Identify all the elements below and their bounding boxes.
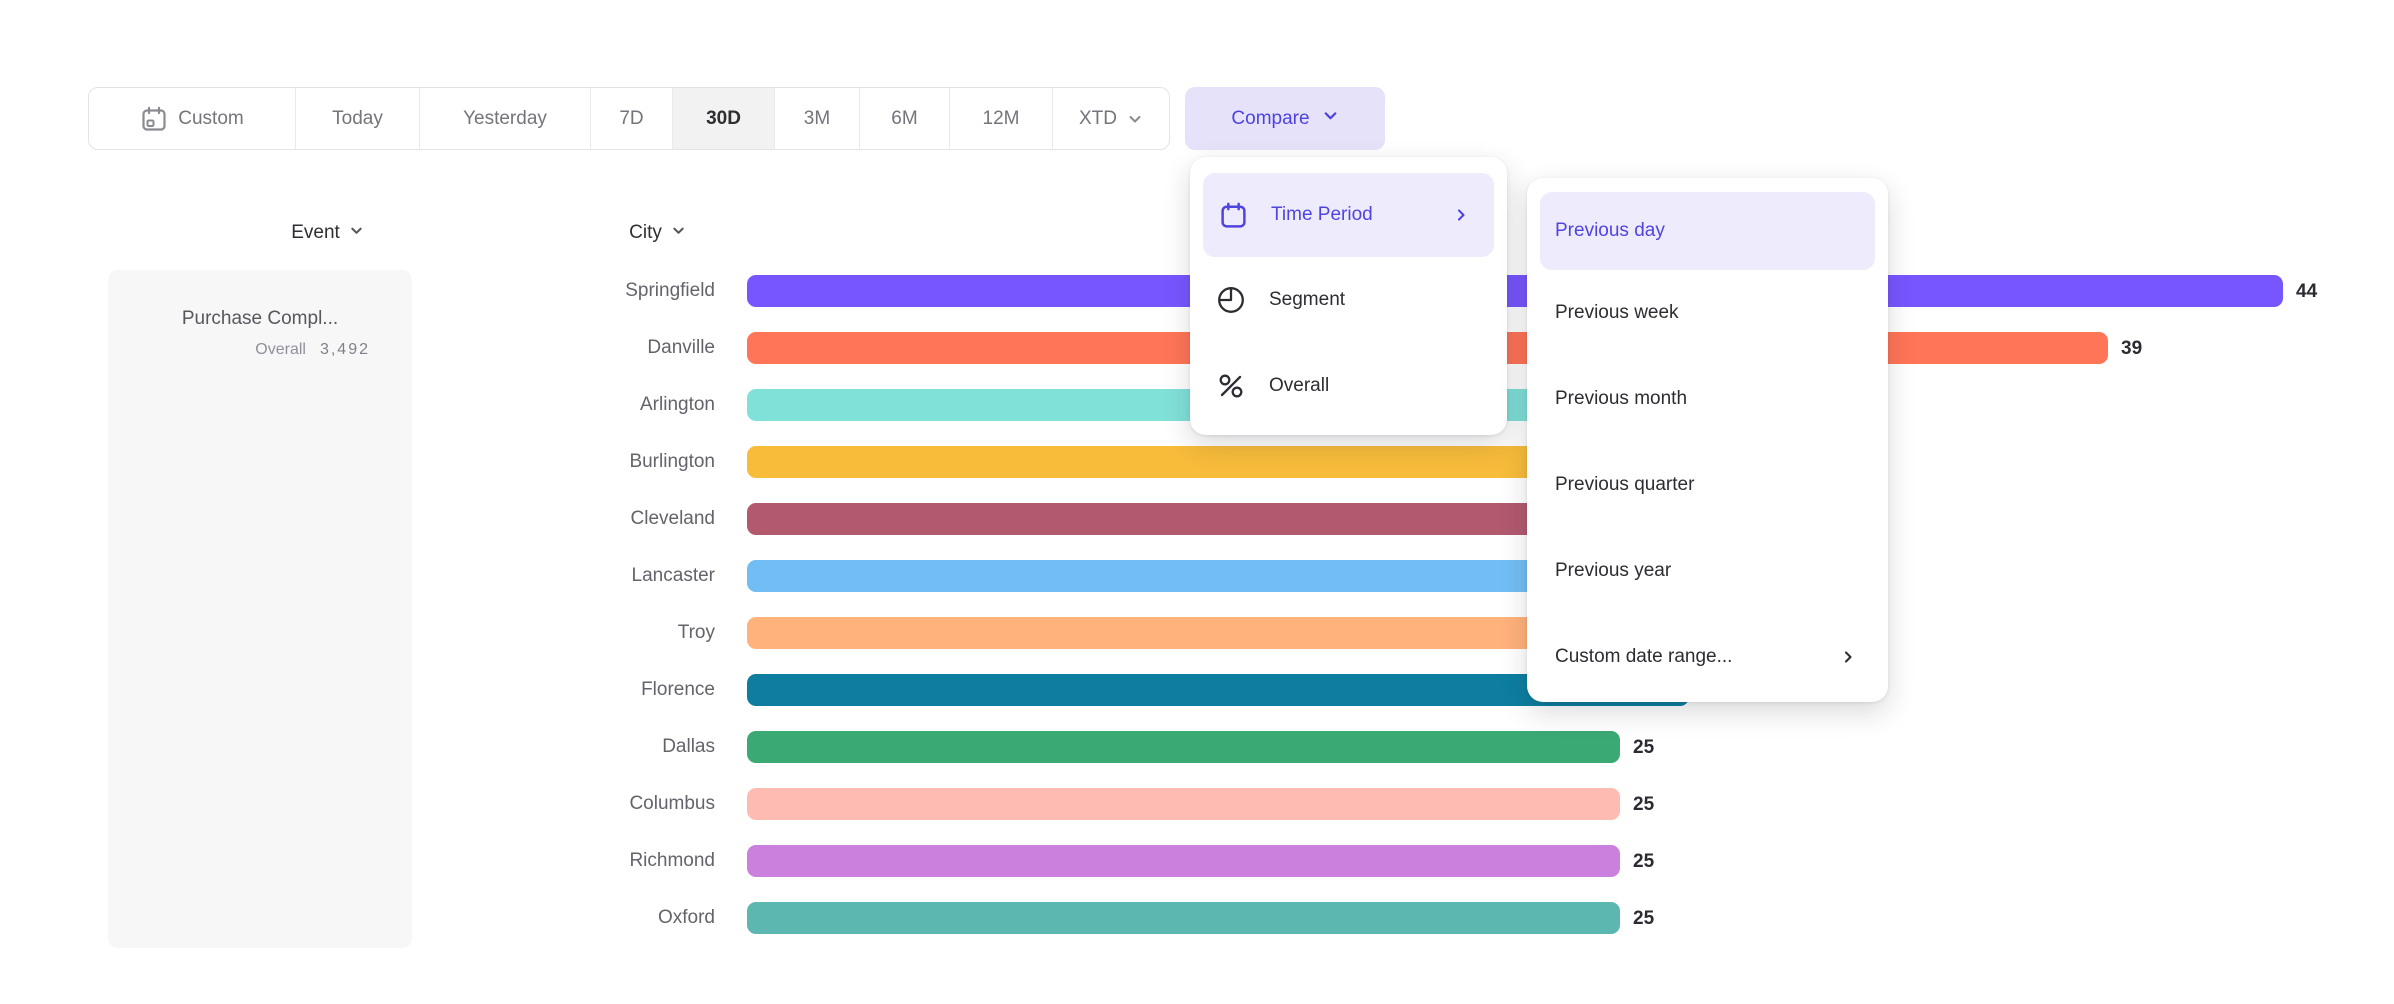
time-period-submenu: Previous day Previous week Previous month P…: [1527, 178, 1888, 702]
date-range-label: 12M: [982, 107, 1020, 129]
segment-icon: [1216, 285, 1246, 315]
date-range-7d[interactable]: 7D: [591, 88, 673, 149]
chart-row-richmond: Richmond 25: [0, 845, 2394, 877]
date-range-3m[interactable]: 3M: [775, 88, 860, 149]
city-label: Florence: [641, 679, 715, 700]
submenu-item-previous-day[interactable]: Previous day: [1540, 192, 1875, 270]
chart-row-springfield: Springfield 44: [0, 275, 2394, 307]
date-range-label: 3M: [803, 107, 831, 129]
calendar-gray-icon: [140, 105, 168, 133]
chevron-right-icon: [1453, 207, 1469, 223]
date-range-xtd[interactable]: XTD: [1053, 88, 1169, 149]
menu-item-segment[interactable]: Segment: [1190, 257, 1507, 343]
overall-label: Overall: [255, 341, 306, 358]
city-label: Burlington: [629, 451, 715, 472]
date-range-label: 7D: [619, 107, 644, 129]
submenu-item-previous-month[interactable]: Previous month: [1527, 356, 1888, 442]
bar-dallas[interactable]: [747, 731, 1620, 763]
bar-value: 25: [1633, 908, 1655, 929]
bar-columbus[interactable]: [747, 788, 1620, 820]
event-name: Purchase Compl...: [181, 308, 339, 329]
submenu-item-label: Previous day: [1555, 220, 1665, 241]
menu-item-time-period[interactable]: Time Period: [1203, 173, 1494, 257]
submenu-item-label: Previous year: [1555, 560, 1672, 581]
chevron-down-icon: [349, 222, 364, 244]
city-label: Lancaster: [631, 565, 715, 586]
event-card[interactable]: Purchase Compl... Overall 3,492: [108, 270, 412, 948]
event-column-label: Event: [291, 222, 340, 243]
submenu-item-label: Previous quarter: [1555, 474, 1695, 495]
city-label: Danville: [647, 337, 715, 358]
menu-item-overall[interactable]: Overall: [1190, 343, 1507, 429]
chevron-down-icon: [671, 222, 686, 244]
date-range-label: 6M: [891, 107, 918, 129]
chart-row-oxford: Oxford 25: [0, 902, 2394, 934]
city-label: Arlington: [640, 394, 715, 415]
date-range-30d[interactable]: 30D: [673, 88, 775, 149]
bar-value: 44: [2296, 281, 2318, 302]
menu-item-label: Overall: [1269, 375, 1330, 396]
date-range-label: Custom: [178, 107, 244, 129]
chart-row-columbus: Columbus 25: [0, 788, 2394, 820]
city-label: Dallas: [662, 736, 715, 757]
chart-row-dallas: Dallas 25: [0, 731, 2394, 763]
date-range-label: Today: [332, 107, 383, 129]
bar-value: 25: [1633, 794, 1655, 815]
date-range-6m[interactable]: 6M: [860, 88, 950, 149]
compare-dropdown-menu: Time Period Segment Overall: [1190, 157, 1507, 435]
event-column-header[interactable]: Event: [270, 219, 385, 247]
submenu-item-label: Custom date range...: [1555, 646, 1733, 667]
submenu-item-previous-quarter[interactable]: Previous quarter: [1527, 442, 1888, 528]
city-column-label: City: [629, 222, 662, 243]
bar-value: 39: [2121, 338, 2143, 359]
date-range-label: Yesterday: [463, 107, 547, 129]
chevron-right-icon: [1840, 649, 1856, 665]
bar-richmond[interactable]: [747, 845, 1620, 877]
compare-button-label: Compare: [1231, 107, 1310, 129]
submenu-item-label: Previous month: [1555, 388, 1688, 409]
overall-value: 3,492: [319, 341, 370, 358]
date-range-custom[interactable]: Custom: [89, 88, 296, 149]
city-label: Troy: [677, 622, 715, 643]
date-range-label: 30D: [706, 107, 741, 129]
compare-button[interactable]: Compare: [1185, 87, 1385, 150]
menu-item-label: Time Period: [1271, 204, 1373, 225]
submenu-item-label: Previous week: [1555, 302, 1679, 323]
submenu-item-previous-week[interactable]: Previous week: [1527, 270, 1888, 356]
calendar-purple-icon: [1219, 201, 1248, 230]
date-range-today[interactable]: Today: [296, 88, 420, 149]
date-range-yesterday[interactable]: Yesterday: [420, 88, 591, 149]
percent-icon: [1216, 371, 1246, 401]
menu-item-label: Segment: [1269, 289, 1346, 310]
city-label: Columbus: [629, 793, 715, 814]
city-label: Oxford: [657, 907, 715, 928]
city-label: Richmond: [629, 850, 715, 871]
bar-oxford[interactable]: [747, 902, 1620, 934]
bar-value: 25: [1633, 737, 1655, 758]
city-column-header[interactable]: City: [610, 219, 705, 247]
submenu-item-custom-date-range[interactable]: Custom date range...: [1527, 614, 1888, 700]
bar-springfield[interactable]: [747, 275, 2283, 307]
bar-value: 25: [1633, 851, 1655, 872]
date-range-picker: Custom Today Yesterday 7D 30D 3M 6M 12M XTD: [88, 87, 1170, 150]
chevron-down-icon: [1127, 111, 1143, 127]
chevron-down-icon: [1322, 107, 1339, 130]
city-label: Cleveland: [630, 508, 716, 529]
city-label: Springfield: [625, 280, 715, 301]
date-range-label: XTD: [1079, 107, 1117, 129]
date-range-12m[interactable]: 12M: [950, 88, 1053, 149]
submenu-item-previous-year[interactable]: Previous year: [1527, 528, 1888, 614]
